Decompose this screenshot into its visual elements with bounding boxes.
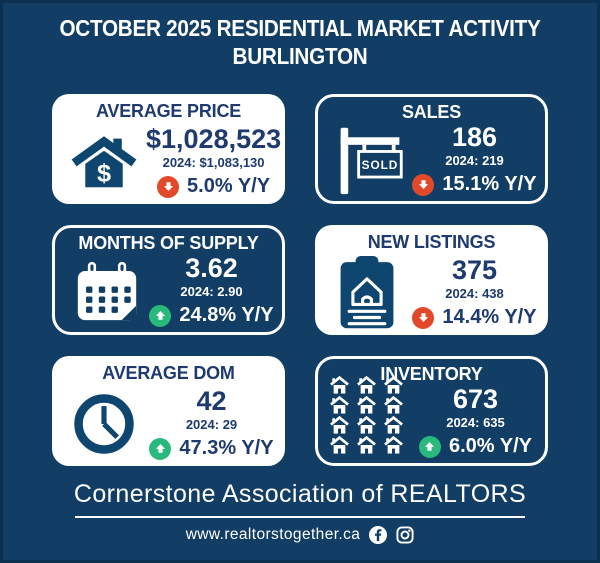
up-arrow-icon <box>418 435 441 458</box>
house-grid-icon <box>329 376 406 454</box>
house-icon <box>357 436 376 454</box>
metric-previous-year: 2024: 438 <box>445 286 504 302</box>
sold-text: SOLD <box>362 158 399 172</box>
metric-previous-year: 2024: $1,083,130 <box>162 155 265 171</box>
instagram-icon[interactable] <box>396 526 414 544</box>
house-icon <box>357 396 376 414</box>
metrics-grid: AVERAGE PRICE $ $1,028,523 2024: $1,083,… <box>52 94 548 466</box>
house-icon <box>330 436 349 454</box>
metric-value: 375 <box>451 254 498 285</box>
metric-value: 3.62 <box>185 252 238 283</box>
house-dollar-icon: $ <box>62 133 146 191</box>
card-average-dom: AVERAGE DOM 42 2024: 29 47.3% Y/Y <box>52 356 285 466</box>
house-icon <box>384 436 403 454</box>
metric-value: $1,028,523 <box>146 123 282 154</box>
metric-change: 5.0% Y/Y <box>187 175 271 198</box>
house-icon <box>357 376 376 394</box>
card-months-of-supply: MONTHS OF SUPPLY <box>52 225 285 335</box>
card-sales: SALES SOLD 186 2024: 219 <box>315 94 548 204</box>
facebook-icon[interactable] <box>369 526 388 544</box>
metric-change: 6.0% Y/Y <box>448 435 533 458</box>
metric-previous-year: 2024: 219 <box>445 153 504 169</box>
metric-value: 186 <box>451 121 498 152</box>
down-arrow-icon <box>412 306 435 329</box>
sold-sign-icon: SOLD <box>328 123 412 197</box>
house-icon <box>330 396 349 414</box>
dollar-glyph: $ <box>97 160 111 188</box>
card-title: SALES <box>401 102 461 122</box>
title-line-1: OCTOBER 2025 RESIDENTIAL MARKET ACTIVITY <box>59 15 541 41</box>
clock-icon <box>62 391 146 457</box>
organization-name: Cornerstone Association of REALTORS <box>73 480 527 508</box>
card-inventory: INVENTORY 673 2024: 635 6.0% Y/Y <box>315 356 548 466</box>
metric-value: 673 <box>452 383 499 414</box>
metric-previous-year: 2024: 29 <box>185 417 238 433</box>
metric-change: 15.1% Y/Y <box>442 173 537 196</box>
title-line-2: BURLINGTON <box>232 43 368 69</box>
metric-value: 42 <box>196 385 227 416</box>
house-icon <box>384 416 403 434</box>
up-arrow-icon <box>149 437 172 460</box>
metric-previous-year: 2024: 635 <box>446 415 505 431</box>
calendar-icon <box>65 260 149 322</box>
down-arrow-icon <box>412 173 435 196</box>
house-icon <box>330 416 349 434</box>
house-icon <box>330 376 349 394</box>
metric-change: 14.4% Y/Y <box>442 306 537 329</box>
footer-divider <box>75 516 525 518</box>
card-new-listings: NEW LISTINGS 375 2024: 438 <box>315 225 548 335</box>
card-title: AVERAGE DOM <box>102 363 235 383</box>
footer: Cornerstone Association of REALTORS www.… <box>0 480 600 544</box>
card-title: INVENTORY <box>380 364 483 384</box>
down-arrow-icon <box>157 175 180 198</box>
house-icon <box>384 376 403 394</box>
house-icon <box>357 416 376 434</box>
page-title: OCTOBER 2025 RESIDENTIAL MARKET ACTIVITY… <box>30 0 570 70</box>
card-title: AVERAGE PRICE <box>95 101 242 121</box>
metric-previous-year: 2024: 2.90 <box>180 284 243 300</box>
website-link[interactable]: www.realtorstogether.ca <box>185 526 361 543</box>
house-icon <box>384 396 403 414</box>
card-title: MONTHS OF SUPPLY <box>78 233 259 253</box>
up-arrow-icon <box>149 304 172 327</box>
metric-change: 24.8% Y/Y <box>179 304 274 327</box>
metric-change: 47.3% Y/Y <box>179 437 274 460</box>
clipboard-house-icon <box>325 256 409 330</box>
card-title: NEW LISTINGS <box>367 232 496 252</box>
card-average-price: AVERAGE PRICE $ $1,028,523 2024: $1,083,… <box>52 94 285 204</box>
